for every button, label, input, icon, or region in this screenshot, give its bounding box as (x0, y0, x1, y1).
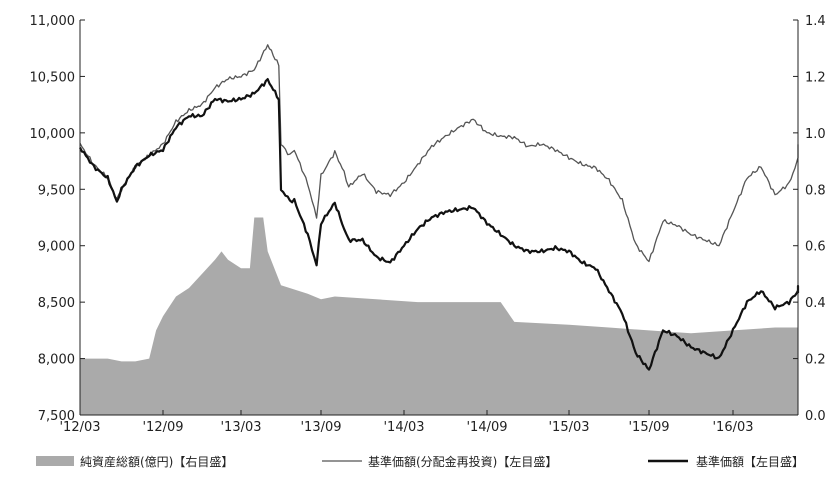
x-tick-label: '12/03 (59, 420, 100, 435)
y-left-tick-label: 8,000 (38, 353, 75, 368)
x-tick-label: '14/03 (383, 420, 424, 435)
x-tick-label: '15/03 (548, 420, 589, 435)
legend-nav-reinvested-label: 基準価額(分配金再投資)【左目盛】 (368, 454, 557, 469)
x-tick-label: '12/09 (142, 420, 183, 435)
nav-line (79, 78, 800, 371)
y-left-tick-label: 10,500 (30, 70, 76, 85)
x-tick-label: '13/03 (220, 420, 261, 435)
nav-reinvested-line (79, 44, 799, 263)
line-layer (79, 44, 800, 371)
legend: 純資産総額(億円)【右目盛】 基準価額(分配金再投資)【左目盛】 基準価額【左目盛】 (36, 454, 804, 469)
legend-net-assets-label: 純資産総額(億円)【右目盛】 (80, 454, 233, 469)
legend-net-assets-swatch (36, 456, 74, 466)
y-right-tick-label: 1.2 (805, 70, 826, 85)
x-tick-label: '16/03 (712, 420, 753, 435)
y-left-tick-label: 10,000 (30, 127, 76, 142)
net-assets-area (80, 217, 798, 415)
y-right-tick-label: 0.2 (805, 353, 826, 368)
y-right-tick-label: 0.8 (805, 183, 826, 198)
y-left-tick-label: 9,500 (38, 183, 75, 198)
y-right-tick-label: 0.6 (805, 240, 826, 255)
y-right-tick-label: 1.0 (805, 127, 826, 142)
axis-layer: 7,500 8,000 8,500 9,000 9,500 10,000 10,500 11,… (30, 14, 826, 435)
y-right-tick-label: 1.4 (805, 14, 826, 29)
y-left-tick-label: 9,000 (38, 240, 75, 255)
y-left-tick-label: 11,000 (30, 14, 76, 29)
y-right-tick-label: 0.0 (805, 409, 826, 424)
y-left-tick-label: 8,500 (38, 296, 75, 311)
area-layer (80, 217, 798, 415)
y-left-tick-label: 7,500 (38, 409, 75, 424)
legend-nav-label: 基準価額【左目盛】 (696, 454, 804, 469)
x-tick-label: '15/09 (628, 420, 669, 435)
y-right-tick-label: 0.4 (805, 296, 826, 311)
x-tick-label: '14/09 (466, 420, 507, 435)
x-tick-label: '13/09 (300, 420, 341, 435)
